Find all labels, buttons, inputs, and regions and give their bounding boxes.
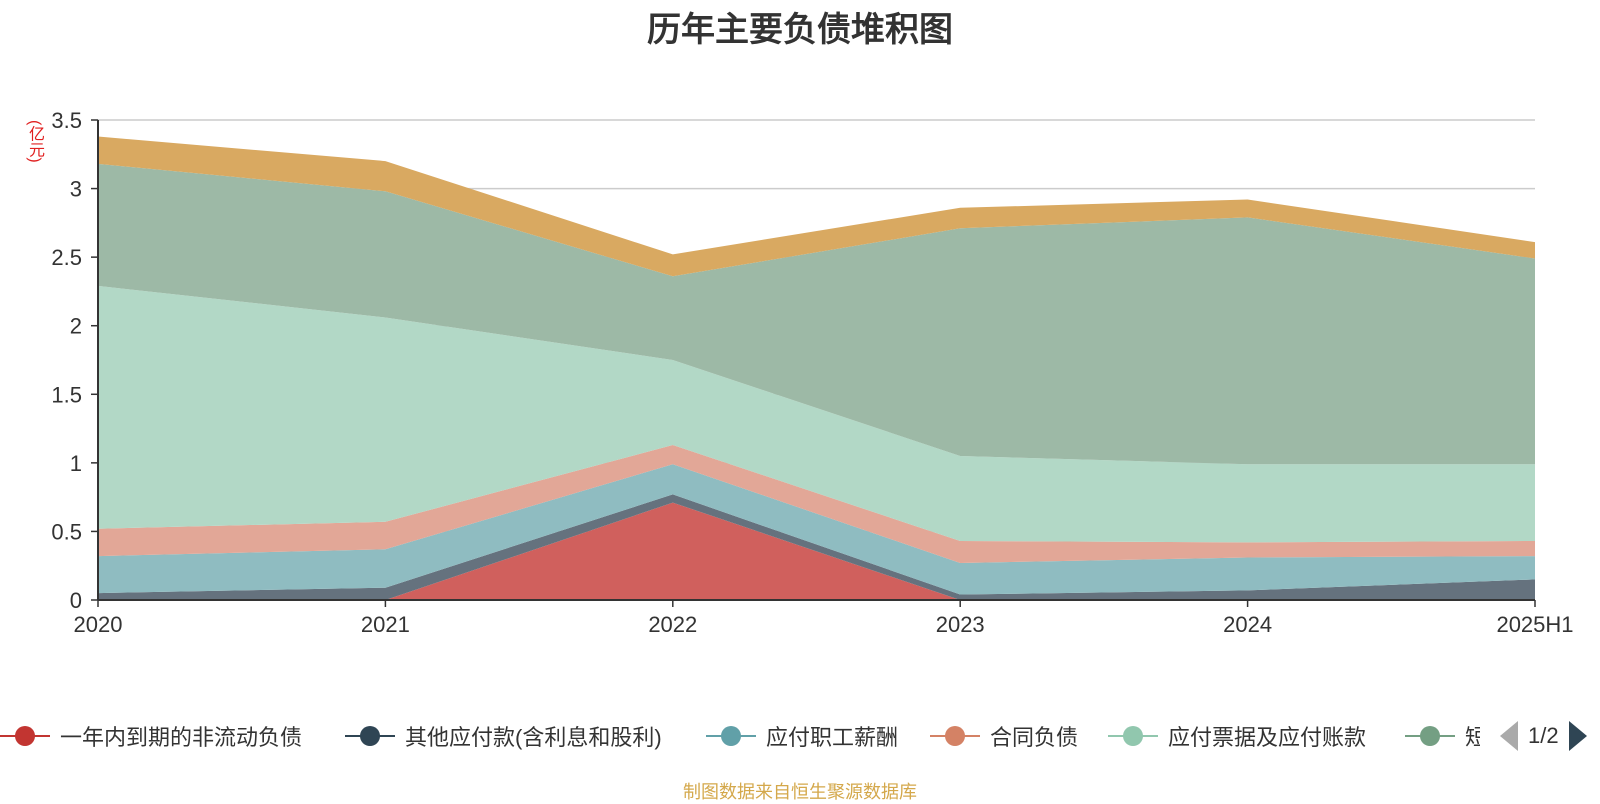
x-axis-tick-label: 2024 xyxy=(1223,612,1272,637)
y-axis-tick-label: 3.5 xyxy=(51,108,82,133)
y-axis-tick-label: 3 xyxy=(70,177,82,202)
x-axis-tick-label: 2020 xyxy=(74,612,123,637)
legend-item-3[interactable]: 合同负债 xyxy=(930,716,1078,756)
legend-label: 应付票据及应付账款 xyxy=(1168,725,1367,750)
legend-next-page-button[interactable] xyxy=(1568,721,1587,751)
legend-marker-icon xyxy=(706,721,756,751)
area-series-0 xyxy=(98,502,1535,600)
legend-item-0[interactable]: 一年内到期的非流动负债 xyxy=(0,716,302,756)
legend-marker-icon xyxy=(0,721,50,751)
y-axis-unit-label: (亿元) xyxy=(26,120,43,163)
legend-marker-icon xyxy=(1405,721,1455,751)
legend-label: 短期借款 xyxy=(1465,725,1480,750)
area-series-1 xyxy=(98,494,1535,600)
legend-item-1[interactable]: 其他应付款(含利息和股利) xyxy=(345,716,662,756)
legend-pager: 1/2 xyxy=(1500,716,1587,756)
legend-label: 一年内到期的非流动负债 xyxy=(60,725,303,750)
legend-marker-icon xyxy=(345,721,395,751)
area-series-3 xyxy=(98,445,1535,563)
legend-item-4[interactable]: 应付票据及应付账款 xyxy=(1108,716,1366,756)
area-series-5 xyxy=(98,163,1535,465)
area-series-2 xyxy=(98,464,1535,595)
y-axis-tick-label: 1.5 xyxy=(51,382,82,407)
legend-prev-page-button[interactable] xyxy=(1500,721,1518,751)
legend-page-indicator: 1/2 xyxy=(1528,723,1559,748)
y-axis-tick-label: 1 xyxy=(70,451,82,476)
x-axis-tick-label: 2023 xyxy=(936,612,985,637)
y-axis-tick-label: 2 xyxy=(70,314,82,339)
legend-item-2[interactable]: 应付职工薪酬 xyxy=(706,716,898,756)
x-axis-tick-label: 2021 xyxy=(361,612,410,637)
x-axis-tick-label: 2025H1 xyxy=(1496,612,1573,637)
y-axis-tick-label: 0 xyxy=(70,588,82,613)
legend-label: 合同负债 xyxy=(990,725,1079,750)
area-series-4 xyxy=(98,285,1535,543)
area-series-6 xyxy=(98,136,1535,277)
legend-label: 其他应付款(含利息和股利) xyxy=(405,725,662,750)
legend-label: 应付职工薪酬 xyxy=(766,725,899,750)
legend-marker-icon xyxy=(930,721,980,751)
x-axis-tick-label: 2022 xyxy=(648,612,697,637)
data-source-note: 制图数据来自恒生聚源数据库 xyxy=(683,782,917,802)
chart-legend: 一年内到期的非流动负债 其他应付款(含利息和股利) 应付职工薪酬 合同负债 应付票据及应… xyxy=(0,716,1480,756)
y-axis-tick-label: 2.5 xyxy=(51,245,82,270)
y-axis-tick-label: 0.5 xyxy=(51,519,82,544)
legend-item-5[interactable]: 短期借款 xyxy=(1405,716,1480,756)
chart-title: 历年主要负债堆积图 xyxy=(647,11,953,49)
legend-marker-icon xyxy=(1108,721,1158,751)
